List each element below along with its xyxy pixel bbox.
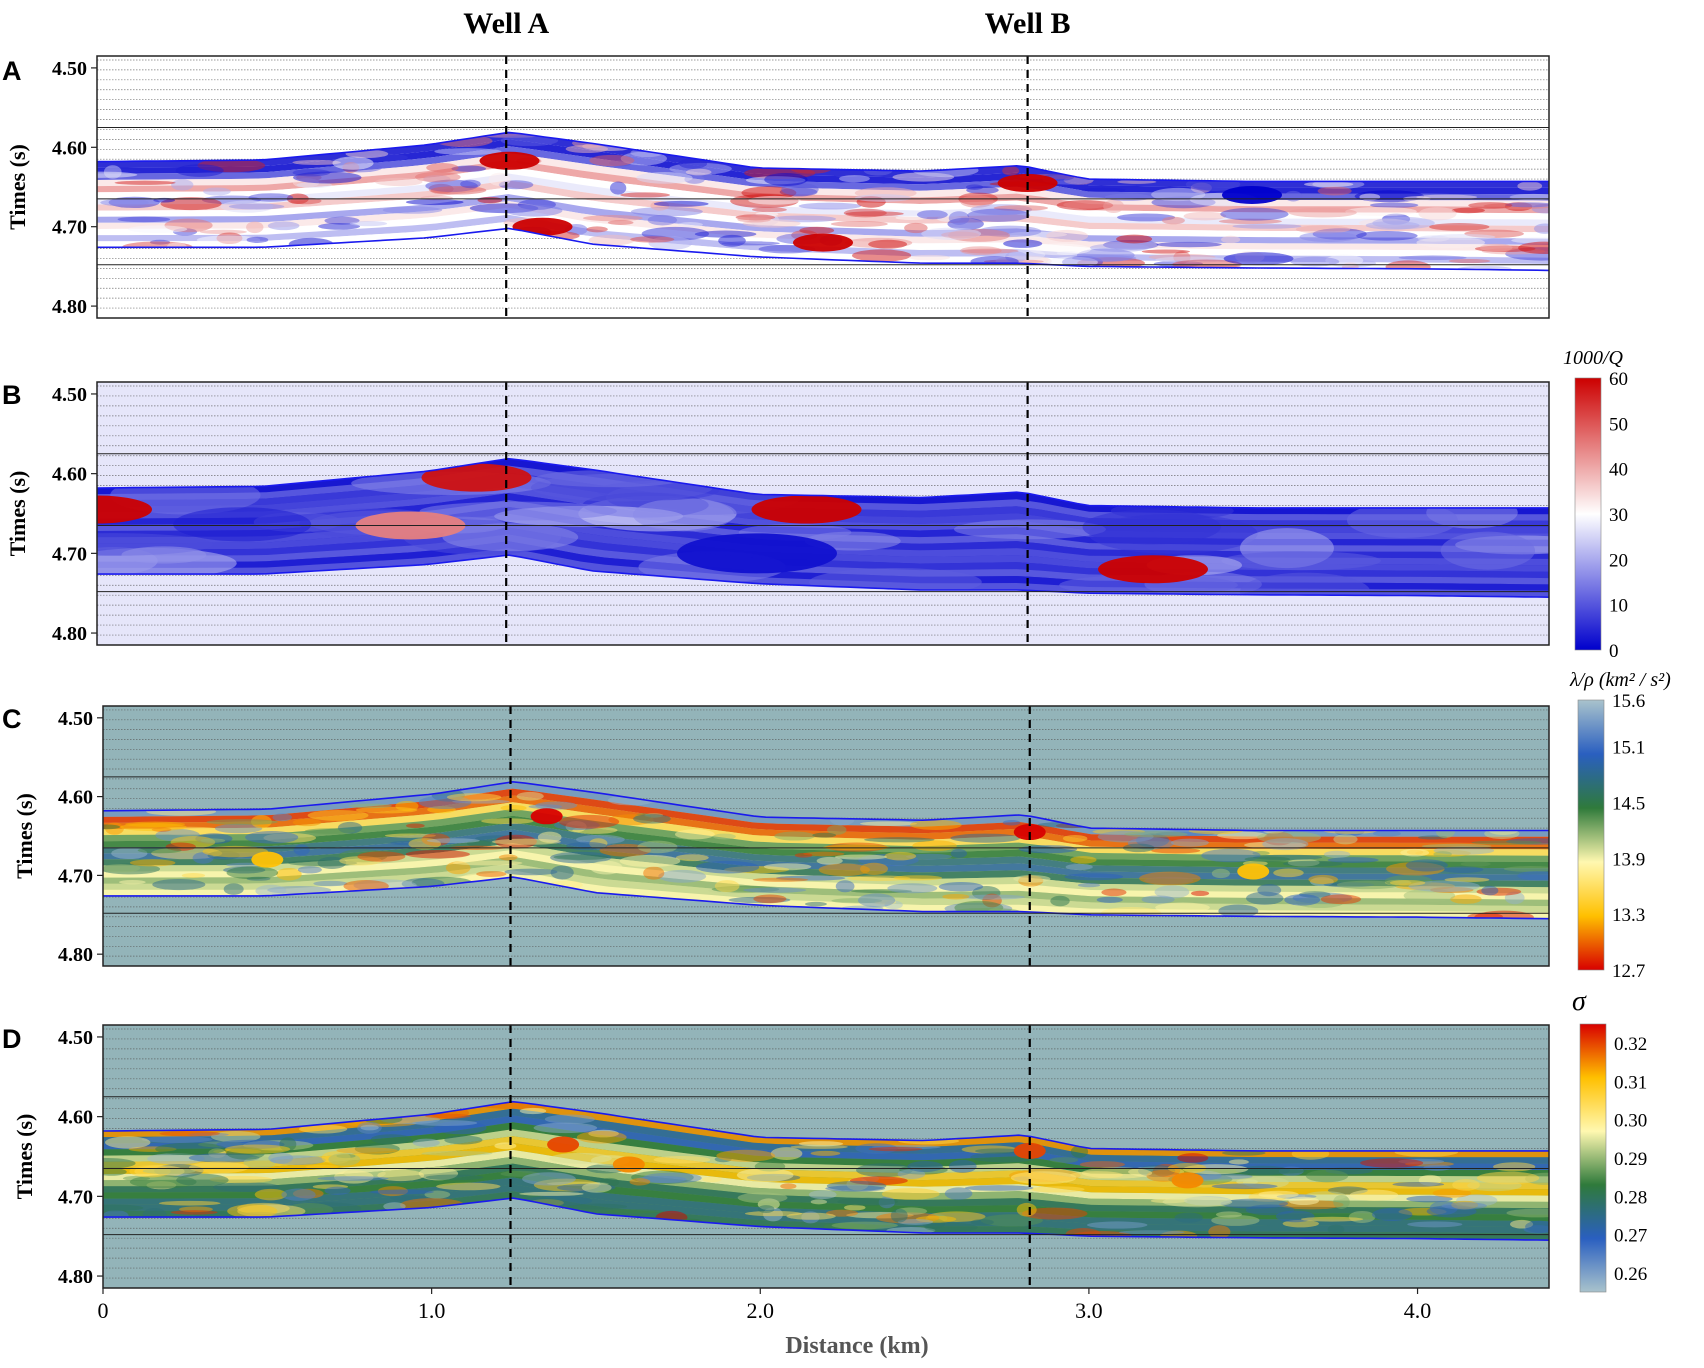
well-b-label: Well B	[985, 7, 1071, 40]
y-tick-label: 4.80	[52, 296, 87, 318]
panel-a-letter: A	[2, 56, 22, 86]
y-tick-label: 4.60	[52, 464, 87, 486]
colorbar-d-tick: 0.31	[1614, 1072, 1647, 1093]
panel-d-frame	[102, 1024, 1550, 1289]
panel-b-letter: B	[2, 380, 22, 410]
colorbar-c-tick: 14.5	[1612, 793, 1645, 814]
y-tick-label: 4.80	[52, 623, 87, 645]
colorbar-b-tick: 40	[1609, 460, 1628, 481]
colorbar-d: 0.32 0.31 0.30 0.29 0.28 0.27 0.26 σ	[1572, 986, 1647, 1293]
panel-b-anomaly	[97, 495, 152, 524]
y-axis-label: Times (s)	[12, 793, 37, 879]
colorbar-d-tick: 0.29	[1614, 1149, 1647, 1170]
y-tick-label: 4.50	[58, 708, 93, 730]
colorbar-b: 60 50 40 30 20 10 0 1000/Q	[1563, 347, 1628, 662]
colorbar-b-tick: 0	[1609, 641, 1619, 662]
colorbar-d-title: σ	[1572, 986, 1587, 1017]
panel-a-frame	[96, 55, 1550, 319]
y-tick-label: 4.50	[52, 384, 87, 406]
panel-a-anomaly	[479, 151, 540, 170]
panel-c-anomaly	[251, 851, 284, 868]
colorbar-c-ramp	[1577, 699, 1605, 971]
colorbar-d-tick: 0.32	[1614, 1034, 1647, 1055]
panel-b-attenuation: B 4.50 4.60 4.70 4.80 Times (s)	[2, 380, 1550, 646]
x-tick-label: 0	[98, 1298, 109, 1323]
colorbar-c-tick: 12.7	[1612, 961, 1645, 982]
y-tick-label: 4.60	[58, 787, 93, 809]
y-tick-label: 4.80	[58, 1266, 93, 1288]
colorbar-c-title: λ/ρ (km² / s²)	[1569, 669, 1671, 691]
y-tick-label: 4.60	[52, 137, 87, 159]
panel-d-anomaly	[1013, 1142, 1046, 1159]
top-horizon	[96, 131, 1549, 183]
bottom-horizon	[103, 1197, 1550, 1241]
colorbar-c-tick: 15.1	[1612, 738, 1645, 759]
y-axis-label: Times (s)	[5, 144, 30, 230]
panel-c-anomaly	[530, 808, 563, 825]
colorbar-d-tick: 0.26	[1614, 1264, 1647, 1285]
panel-c-frame	[102, 705, 1550, 967]
top-horizon	[96, 457, 1549, 509]
panel-d-heatmap	[103, 1101, 1549, 1241]
panel-c-heatmap	[103, 781, 1549, 919]
y-axis-label: Times (s)	[12, 1114, 37, 1200]
colorbar-d-tick: 0.30	[1614, 1111, 1647, 1132]
colorbar-b-tick: 30	[1609, 505, 1628, 526]
panel-c-letter: C	[2, 704, 22, 734]
bottom-horizon	[97, 554, 1550, 598]
y-tick-label: 4.70	[58, 1186, 93, 1208]
panel-b-anomaly	[1098, 555, 1208, 584]
colorbar-d-tick: 0.28	[1614, 1187, 1647, 1208]
y-tick-label: 4.70	[52, 543, 87, 565]
well-a-label: Well A	[463, 7, 549, 40]
colorbar-b-tick: 20	[1609, 550, 1628, 571]
x-tick-label: 1.0	[418, 1298, 446, 1323]
panel-a-heatmap	[97, 132, 1549, 271]
panel-c-anomaly	[1237, 863, 1270, 880]
colorbar-b-tick: 10	[1609, 596, 1628, 617]
panel-b-frame	[96, 381, 1550, 646]
top-horizon	[102, 780, 1549, 832]
x-tick-label: 3.0	[1075, 1298, 1103, 1323]
panel-a-seismic: A 4.50 4.60 4.70 4.80 Times (s)	[2, 55, 1550, 319]
panel-c-lambda-rho: C 4.50 4.60 4.70 4.80 Times (s)	[2, 704, 1550, 967]
panel-d-anomaly	[612, 1156, 645, 1173]
x-axis: 0 1.0 2.0 3.0 4.0	[98, 1288, 1432, 1323]
panel-b-anomaly	[751, 495, 862, 524]
bottom-horizon	[103, 876, 1550, 920]
panel-a-anomaly	[1222, 185, 1282, 204]
top-horizon	[102, 1100, 1549, 1152]
panel-d-anomaly	[1171, 1172, 1204, 1189]
x-axis-label: Distance (km)	[785, 1333, 928, 1359]
y-axis-label: Times (s)	[5, 471, 30, 557]
colorbar-d-tick: 0.27	[1614, 1226, 1647, 1247]
panel-b-anomaly	[421, 463, 532, 492]
y-tick-label: 4.70	[58, 865, 93, 887]
x-tick-label: 2.0	[747, 1298, 775, 1323]
y-tick-label: 4.70	[52, 217, 87, 239]
colorbar-d-ramp	[1579, 1023, 1607, 1293]
y-tick-label: 4.50	[52, 58, 87, 80]
panel-d-letter: D	[2, 1024, 22, 1054]
colorbar-c: 15.6 15.1 14.5 13.9 13.3 12.7 λ/ρ (km² / s²)	[1569, 669, 1671, 982]
panel-a-anomaly	[793, 233, 853, 252]
y-tick-label: 4.80	[58, 944, 93, 966]
panel-d-anomaly	[547, 1136, 580, 1153]
colorbar-c-tick: 13.9	[1612, 849, 1645, 870]
bottom-horizon	[97, 227, 1550, 272]
colorbar-b-title: 1000/Q	[1563, 347, 1624, 369]
colorbar-c-tick: 15.6	[1612, 691, 1645, 712]
colorbar-b-tick: 60	[1609, 369, 1628, 390]
y-tick-label: 4.50	[58, 1027, 93, 1049]
colorbar-b-ramp	[1574, 377, 1602, 651]
colorbar-c-tick: 13.3	[1612, 905, 1645, 926]
x-tick-label: 4.0	[1404, 1298, 1432, 1323]
colorbar-b-tick: 50	[1609, 414, 1628, 435]
panel-b-anomaly	[677, 533, 837, 574]
y-tick-label: 4.60	[58, 1107, 93, 1129]
panel-d-poisson-ratio: D 4.50 4.60 4.70 4.80 Times (s)	[2, 1024, 1550, 1289]
